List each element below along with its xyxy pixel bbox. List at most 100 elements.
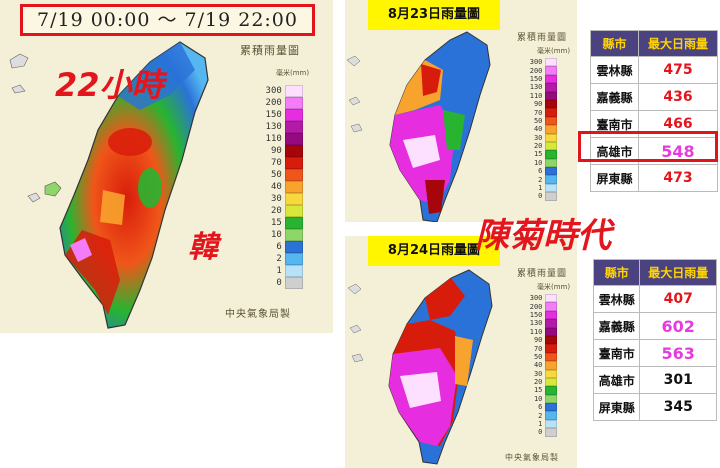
table-row: 高雄市 301 — [592, 366, 717, 394]
legend-level: 40 — [527, 361, 558, 370]
legend-level: 30 — [262, 193, 303, 205]
rainfall-value-cell: 436 — [637, 83, 719, 111]
legend-swatch — [545, 99, 558, 109]
legend-swatch — [545, 91, 558, 100]
legend-swatch — [284, 145, 303, 157]
legend-swatch — [284, 241, 303, 253]
max-rain-header: 最大日雨量 — [639, 259, 717, 286]
legend-unit: 毫米(mm) — [276, 69, 310, 77]
county-cell: 嘉義縣 — [590, 83, 639, 111]
legend-level: 110 — [262, 133, 303, 145]
aug23-max-daily-rainfall-table: 縣市 最大日雨量 雲林縣 475 嘉義縣 436 臺南市 466 高雄市 548 屏東縣 473 — [590, 30, 719, 192]
legend-swatch — [545, 428, 558, 437]
legend-level-label: 15 — [533, 150, 543, 159]
legend-swatch — [284, 169, 303, 181]
rainfall-value-cell: 563 — [639, 339, 717, 367]
legend-swatch — [284, 109, 303, 121]
legend-level-label: 90 — [270, 146, 282, 156]
legend-swatch — [545, 369, 558, 378]
legend-level-label: 150 — [529, 74, 543, 83]
legend-level: 20 — [527, 377, 558, 387]
legend-level-label: 200 — [529, 66, 543, 75]
rainfall-map-panel-aug23: 8月23日雨量圖 累積雨量圖 毫米(mm) 300 200 150 130 110 90 7… — [345, 0, 577, 222]
aug23-title-banner: 8月23日雨量圖 — [368, 0, 500, 30]
legend-level-label: 0 — [276, 278, 282, 288]
legend-level: 10 — [527, 394, 558, 404]
legend-swatch — [545, 319, 558, 328]
legend-swatch — [545, 361, 558, 370]
legend-level: 0 — [262, 277, 303, 289]
legend-swatch — [284, 181, 303, 193]
legend-level: 40 — [527, 125, 558, 134]
legend-swatch — [545, 141, 558, 151]
legend-swatch — [545, 183, 558, 193]
legend-swatch — [545, 150, 558, 159]
rainfall-value-cell: 407 — [639, 285, 717, 313]
rainfall-value-cell: 473 — [637, 164, 719, 192]
legend-swatch — [545, 294, 558, 303]
legend-level-label: 30 — [533, 133, 543, 142]
taiwan-rainfall-map-aug23 — [346, 31, 491, 222]
legend-level: 150 — [527, 310, 558, 320]
legend-swatch — [545, 108, 558, 117]
legend-level: 150 — [262, 109, 303, 121]
legend-level: 300 — [527, 58, 558, 67]
legend-level: 2 — [527, 411, 558, 420]
legend-swatch — [545, 167, 558, 176]
legend-level-label: 1 — [276, 266, 282, 276]
legend-level-label: 90 — [533, 336, 543, 345]
legend-level-label: 130 — [529, 319, 543, 328]
aug23-rainfall-legend: 300 200 150 130 110 90 70 50 40 30 20 15 10 6 2 1 0 — [527, 58, 558, 201]
legend-level: 1 — [527, 183, 558, 193]
legend-swatch — [284, 217, 303, 229]
legend-level: 300 — [527, 294, 558, 303]
legend-swatch — [284, 193, 303, 205]
legend-level: 6 — [262, 241, 303, 253]
legend-level: 10 — [527, 158, 558, 168]
legend-swatch — [545, 158, 558, 168]
legend-level-label: 110 — [529, 327, 543, 336]
legend-level: 15 — [527, 386, 558, 395]
legend-level: 300 — [262, 85, 303, 97]
legend-swatch — [545, 419, 558, 429]
legend-swatch — [284, 157, 303, 169]
legend-level-label: 300 — [265, 86, 282, 96]
legend-level-label: 40 — [533, 361, 543, 370]
legend-level: 70 — [527, 108, 558, 117]
legend-level-label: 130 — [529, 83, 543, 92]
legend-level-label: 2 — [538, 175, 543, 184]
legend-level: 30 — [527, 133, 558, 142]
legend-level-label: 70 — [270, 158, 282, 168]
legend-level: 20 — [262, 205, 303, 217]
rainfall-value-cell: 301 — [639, 366, 717, 394]
table-row: 嘉義縣 602 — [592, 312, 717, 340]
legend-swatch — [284, 265, 303, 277]
legend-level: 200 — [527, 302, 558, 311]
legend-swatch — [545, 394, 558, 404]
county-cell: 嘉義縣 — [592, 312, 641, 340]
legend-level-label: 15 — [533, 386, 543, 395]
aug24-legend-unit: 毫米(mm) — [537, 283, 571, 291]
legend-level: 130 — [527, 83, 558, 92]
rainfall-legend: 300 200 150 130 110 90 70 50 40 30 20 15 10 6 2 1 0 — [262, 85, 303, 289]
legend-swatch — [284, 121, 303, 133]
legend-level-label: 10 — [270, 230, 282, 240]
county-cell: 臺南市 — [592, 339, 641, 367]
legend-level-label: 20 — [270, 206, 282, 216]
legend-swatch — [284, 229, 303, 241]
legend-level: 130 — [527, 319, 558, 328]
legend-level-label: 50 — [270, 170, 282, 180]
legend-swatch — [545, 125, 558, 134]
legend-level: 6 — [527, 167, 558, 176]
county-header: 縣市 — [590, 30, 639, 57]
legend-level-label: 150 — [265, 110, 282, 120]
legend-level-label: 30 — [533, 369, 543, 378]
legend-swatch — [545, 310, 558, 320]
legend-level-label: 110 — [529, 91, 543, 100]
legend-level: 20 — [527, 141, 558, 151]
legend-swatch — [545, 352, 558, 362]
legend-level: 40 — [262, 181, 303, 193]
aug24-map-title: 累積雨量圖 — [517, 269, 568, 279]
rainfall-value-cell: 475 — [637, 56, 719, 84]
legend-level: 90 — [527, 99, 558, 109]
